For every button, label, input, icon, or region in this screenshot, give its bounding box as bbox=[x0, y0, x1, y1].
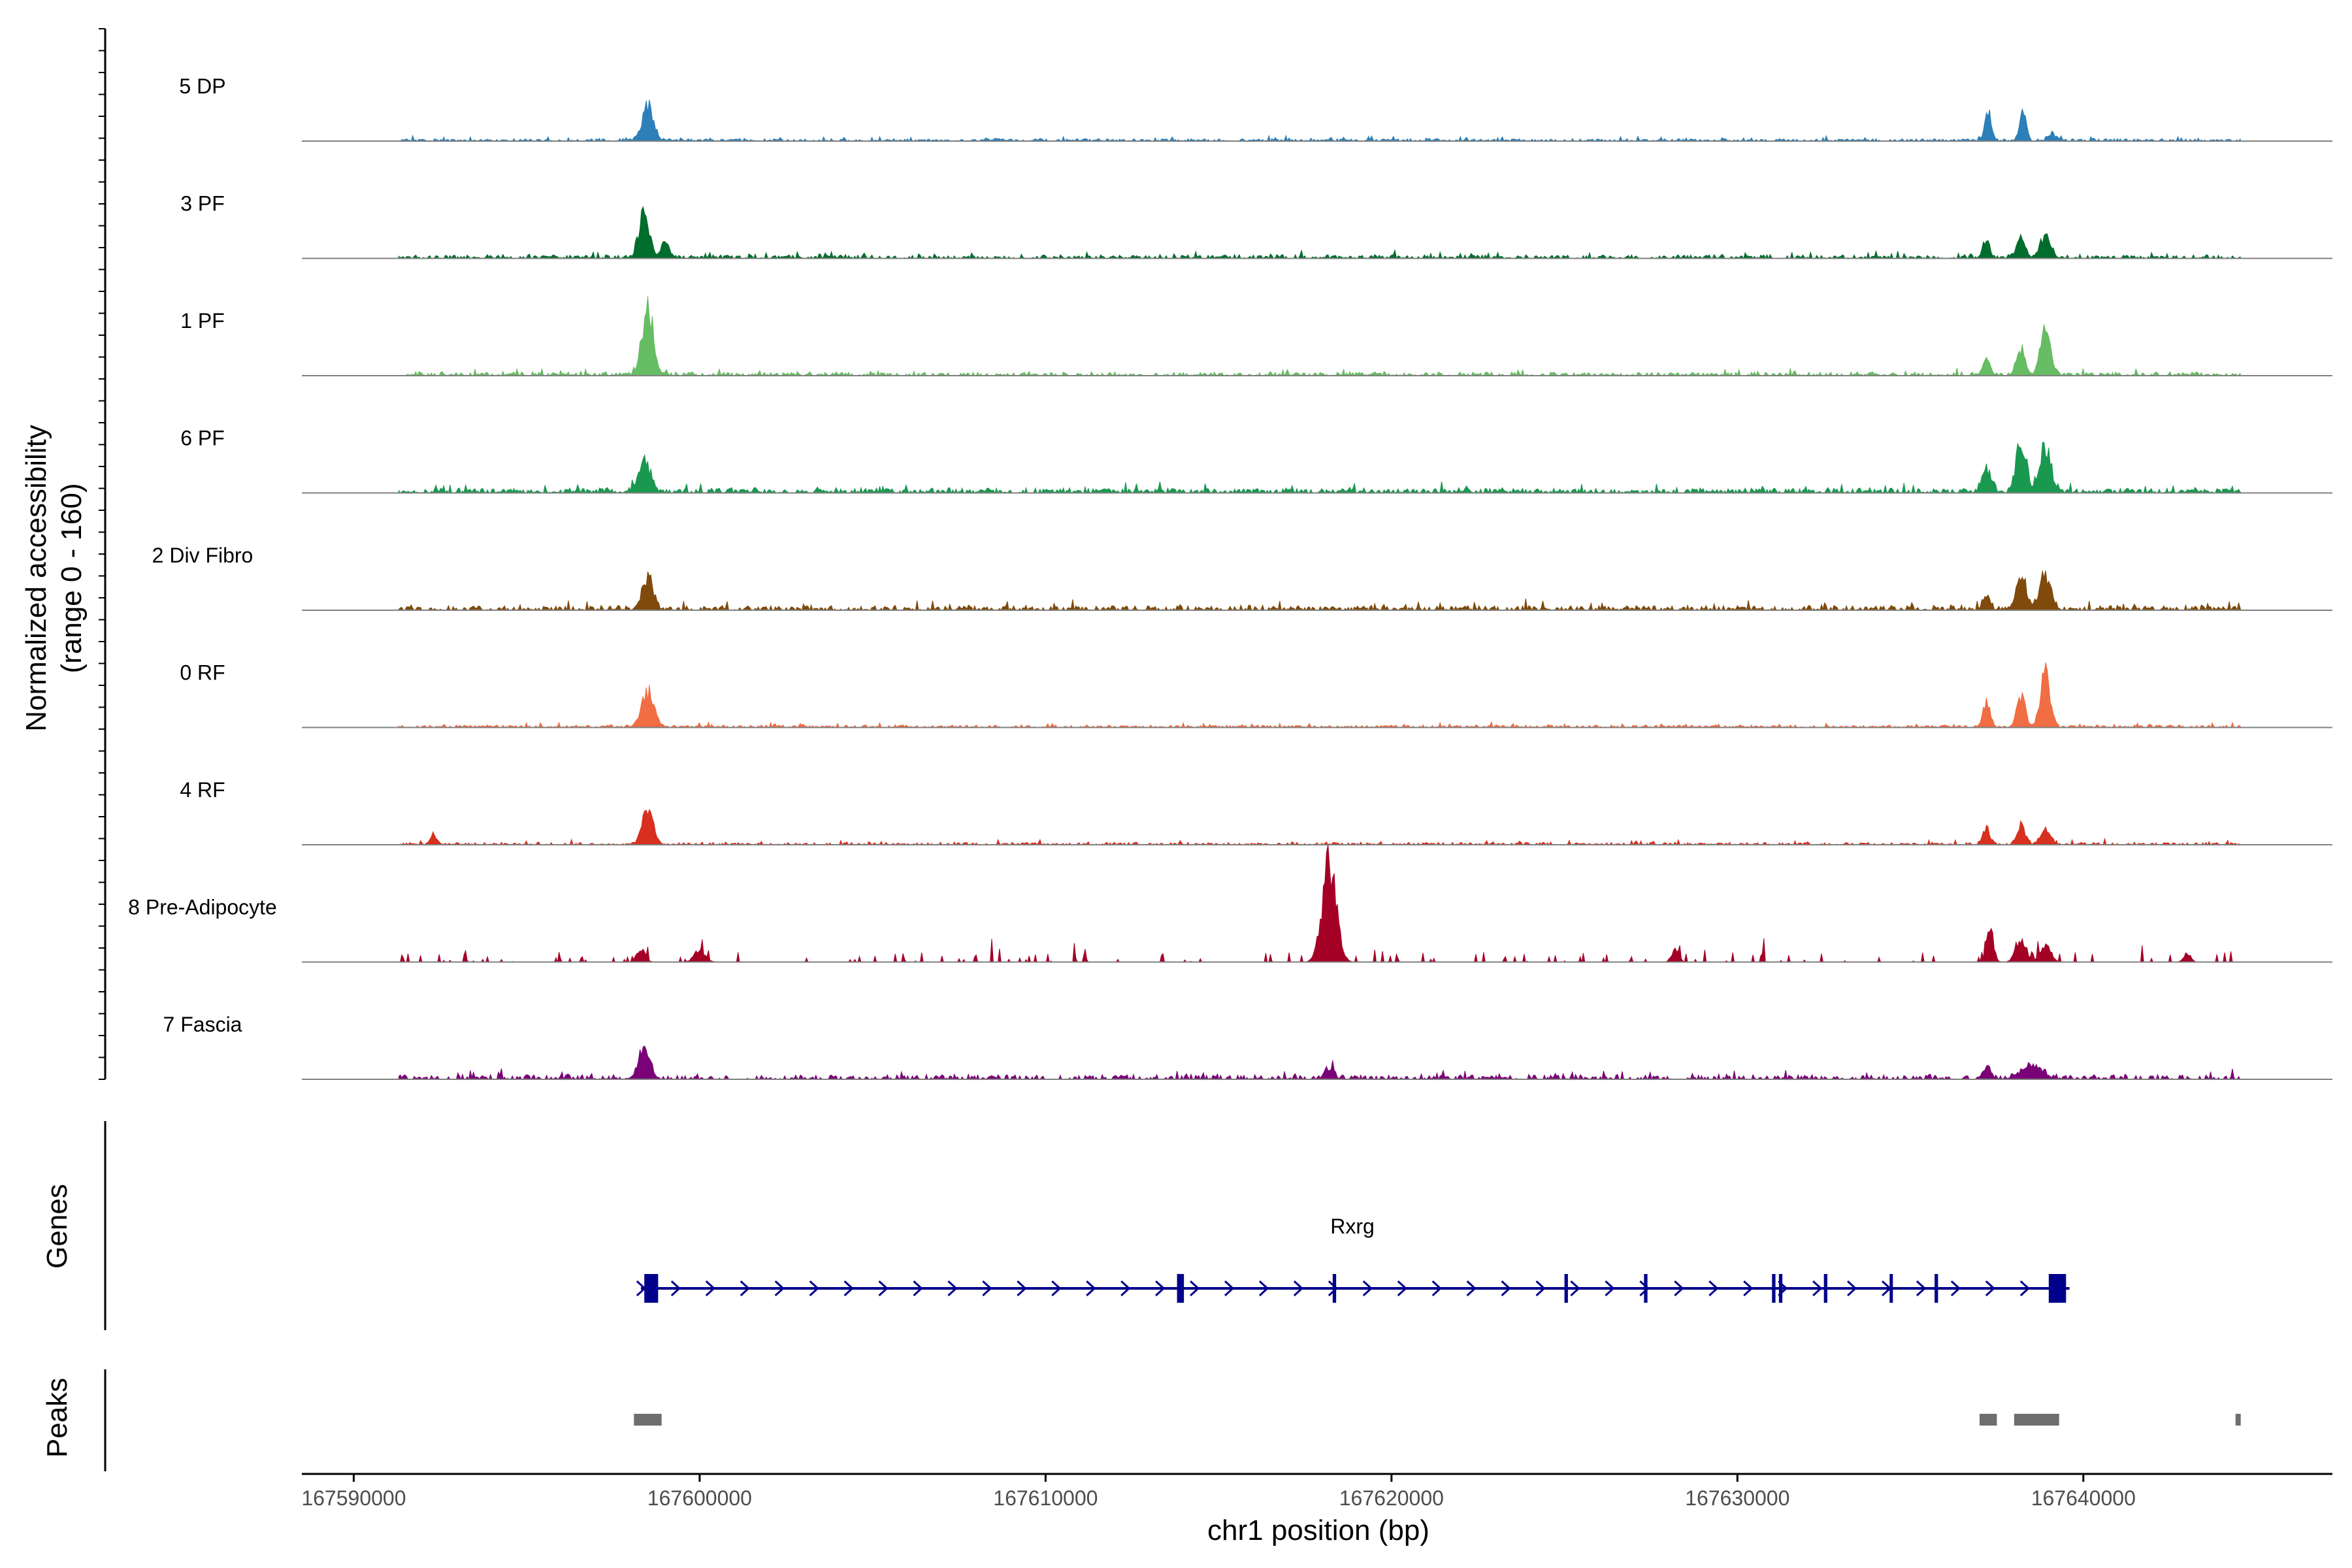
track-label: 3 PF bbox=[180, 192, 225, 216]
gene-exon bbox=[1823, 1274, 1827, 1303]
strand-arrow bbox=[1639, 1280, 1650, 1297]
strand-arrow bbox=[947, 1280, 958, 1297]
peaks-panel bbox=[104, 1369, 2241, 1471]
strand-arrow bbox=[1950, 1280, 1961, 1297]
x-tick-label: 167600000 bbox=[647, 1486, 752, 1510]
strand-arrow bbox=[705, 1280, 715, 1297]
track-label: 4 RF bbox=[180, 778, 225, 802]
x-tick-label: 167610000 bbox=[993, 1486, 1098, 1510]
strand-arrow bbox=[1190, 1280, 1200, 1297]
gene-exon bbox=[1935, 1274, 1938, 1303]
strand-arrow bbox=[1328, 1280, 1339, 1297]
track-1-pf: 1 PF bbox=[180, 296, 2332, 377]
strand-arrow bbox=[843, 1280, 854, 1297]
coverage-area bbox=[398, 206, 2242, 259]
y-axis-label: Normalized accessibility bbox=[20, 425, 52, 731]
track-label: 7 Fascia bbox=[163, 1013, 242, 1036]
track-label: 1 PF bbox=[180, 309, 225, 333]
x-tick-label: 167630000 bbox=[1685, 1486, 1789, 1510]
track-label: 2 Div Fibro bbox=[152, 544, 253, 567]
strand-arrow bbox=[809, 1280, 819, 1297]
track-label: 8 Pre-Adipocyte bbox=[128, 896, 277, 919]
y-axis-range-label: (range 0 - 160) bbox=[56, 483, 88, 673]
track-7-fascia: 7 Fascia bbox=[163, 1013, 2332, 1081]
x-tick-label: 167640000 bbox=[2031, 1486, 2136, 1510]
x-tick-label: 167590000 bbox=[301, 1486, 406, 1510]
peak-region bbox=[2235, 1414, 2241, 1426]
strand-arrow bbox=[1362, 1280, 1373, 1297]
coverage-area bbox=[399, 296, 2242, 377]
x-axis: 167590000 167600000 167610000 167620000 1676… bbox=[301, 1473, 2332, 1510]
gene-exon bbox=[644, 1274, 659, 1303]
strand-arrow bbox=[1674, 1280, 1684, 1297]
strand-arrow bbox=[1051, 1280, 1062, 1297]
track-label: 6 PF bbox=[180, 427, 225, 450]
coverage-area bbox=[399, 808, 2241, 846]
strand-arrow bbox=[1535, 1280, 1546, 1297]
strand-arrow bbox=[1743, 1280, 1754, 1297]
strand-arrow bbox=[740, 1280, 750, 1297]
coverage-tracks: 5 DP 3 PF 1 PF 6 PF 2 Div Fibro 0 RF 4 RF 8 Pre… bbox=[99, 28, 2332, 1081]
strand-arrow bbox=[1916, 1280, 1927, 1297]
track-5-dp: 5 DP bbox=[179, 74, 2332, 142]
genes-panel bbox=[104, 1121, 2070, 1330]
strand-arrow bbox=[1847, 1280, 1857, 1297]
track-8-pre-adipocyte: 8 Pre-Adipocyte bbox=[128, 844, 2332, 964]
gene-exon bbox=[2048, 1274, 2066, 1303]
x-tick-label: 167620000 bbox=[1339, 1486, 1444, 1510]
strand-arrow bbox=[913, 1280, 923, 1297]
track-6-pf: 6 PF bbox=[180, 427, 2332, 495]
strand-arrow bbox=[878, 1280, 889, 1297]
track-label: 0 RF bbox=[180, 661, 225, 685]
gene-exon bbox=[1778, 1274, 1783, 1303]
x-axis-label: chr1 position (bp) bbox=[1207, 1514, 1429, 1546]
peaks-panel-label: Peaks bbox=[41, 1378, 73, 1458]
strand-arrow bbox=[2019, 1280, 2030, 1297]
strand-arrow bbox=[1708, 1280, 1719, 1297]
strand-arrow bbox=[1605, 1280, 1615, 1297]
genes-panel-label: Genes bbox=[41, 1184, 73, 1269]
coverage-area bbox=[398, 662, 2242, 728]
strand-arrow bbox=[1466, 1280, 1477, 1297]
strand-arrow bbox=[774, 1280, 785, 1297]
track-label: 5 DP bbox=[179, 74, 225, 98]
peak-region bbox=[2014, 1414, 2059, 1426]
strand-arrow bbox=[982, 1280, 992, 1297]
strand-arrow bbox=[670, 1280, 681, 1297]
coverage-area bbox=[398, 99, 2242, 142]
gene-exon bbox=[1889, 1274, 1893, 1303]
strand-arrow bbox=[1258, 1280, 1269, 1297]
coverage-area bbox=[398, 570, 2242, 612]
strand-arrow bbox=[1397, 1280, 1407, 1297]
strand-arrow bbox=[1431, 1280, 1442, 1297]
track-3-pf: 3 PF bbox=[180, 192, 2332, 259]
strand-arrow bbox=[1017, 1280, 1027, 1297]
strand-arrow bbox=[1293, 1280, 1304, 1297]
gene-exon bbox=[1644, 1274, 1648, 1303]
gene-name-label: Rxrg bbox=[1330, 1215, 1375, 1238]
strand-arrow bbox=[1224, 1280, 1235, 1297]
strand-arrow bbox=[1155, 1280, 1166, 1297]
strand-arrow bbox=[1501, 1280, 1511, 1297]
peak-region bbox=[1979, 1414, 1997, 1426]
gene-exon bbox=[1177, 1274, 1184, 1303]
gene-exon bbox=[1772, 1274, 1776, 1303]
strand-arrow bbox=[1086, 1280, 1096, 1297]
strand-arrow bbox=[1120, 1280, 1131, 1297]
gene-exon bbox=[1332, 1274, 1337, 1303]
coverage-area bbox=[399, 844, 2241, 964]
track-4-rf: 4 RF bbox=[180, 778, 2332, 846]
track-0-rf: 0 RF bbox=[180, 661, 2332, 728]
track-2-div-fibro: 2 Div Fibro bbox=[152, 544, 2332, 612]
coverage-area bbox=[398, 1045, 2241, 1081]
gene-exon bbox=[1564, 1274, 1568, 1303]
coverage-area bbox=[398, 442, 2242, 495]
strand-arrow bbox=[1985, 1280, 1996, 1297]
peak-region bbox=[634, 1414, 662, 1426]
strand-arrow bbox=[1570, 1280, 1580, 1297]
strand-arrow bbox=[1812, 1280, 1823, 1297]
